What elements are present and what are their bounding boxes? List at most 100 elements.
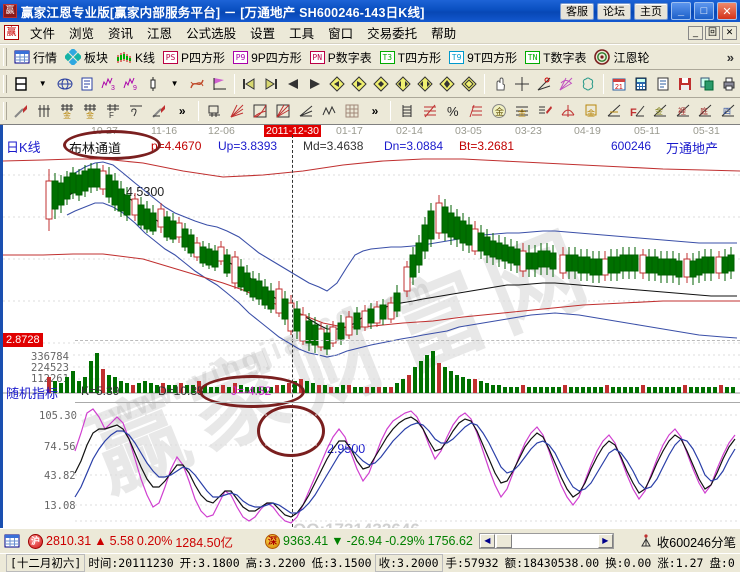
crosshair-tool-button[interactable] — [512, 73, 532, 95]
fan-tool-button[interactable] — [556, 73, 576, 95]
minimize-button[interactable]: _ — [671, 2, 691, 20]
toolbar2-grip[interactable] — [3, 74, 7, 93]
toolbar-grip[interactable] — [3, 48, 7, 66]
next-button[interactable] — [305, 73, 325, 95]
calendar-dropdown-button[interactable]: ▼ — [33, 73, 53, 95]
clipboard-button[interactable] — [77, 73, 97, 95]
f-angle-button[interactable]: F — [626, 100, 647, 122]
forum-button[interactable]: 论坛 — [597, 2, 631, 20]
toolbar-sector-button[interactable]: 板块 — [61, 47, 112, 67]
menu-item-settings[interactable]: 设置 — [250, 27, 276, 41]
menu-item-formula[interactable]: 公式选股 — [186, 27, 237, 41]
toolbar-p-number-table-button[interactable]: PN P数字表 — [306, 48, 376, 67]
calendar-day-button[interactable] — [11, 73, 31, 95]
scribble-button[interactable] — [187, 73, 207, 95]
blue-angle-button[interactable]: 四 — [718, 100, 739, 122]
fork-tool-button[interactable] — [34, 100, 55, 122]
toolbar3-overflow-a[interactable]: » — [172, 100, 193, 122]
red-fan-box-button[interactable] — [273, 100, 294, 122]
last-page-button[interactable] — [261, 73, 281, 95]
toolbar-overflow-button[interactable]: » — [726, 49, 734, 65]
flag-chart-button[interactable] — [209, 73, 229, 95]
toolbar-p-square-button[interactable]: PS P四方形 — [159, 48, 229, 67]
menu-item-trade[interactable]: 交易委托 — [367, 27, 418, 41]
diamond-cross-button[interactable] — [437, 73, 457, 95]
status-grid-button[interactable] — [0, 533, 24, 549]
calendar21-button[interactable]: 21 — [609, 73, 629, 95]
toolbar-9p-square-button[interactable]: P9 9P四方形 — [229, 48, 306, 67]
box-axis-button[interactable] — [204, 100, 225, 122]
customer-service-button[interactable]: 客服 — [560, 2, 594, 20]
menu-item-news[interactable]: 资讯 — [108, 27, 134, 41]
menu-item-help[interactable]: 帮助 — [431, 27, 457, 41]
diamond-left-button[interactable] — [327, 73, 347, 95]
grid-square-button[interactable] — [341, 100, 362, 122]
notes-button[interactable] — [653, 73, 673, 95]
toolbar-t-square-button[interactable]: T3 T四方形 — [376, 48, 445, 67]
status-right-info[interactable]: 收600246分笔 — [634, 532, 740, 551]
first-page-button[interactable] — [240, 73, 260, 95]
candle-dropdown-button[interactable]: ▼ — [165, 73, 185, 95]
menu-item-tools[interactable]: 工具 — [289, 27, 315, 41]
pen-tool-button[interactable] — [11, 100, 32, 122]
brain-tool-button[interactable] — [578, 73, 598, 95]
menu-item-gann[interactable]: 江恩 — [147, 27, 173, 41]
gold-lines-button[interactable]: 金 — [511, 100, 532, 122]
candle-button[interactable] — [143, 73, 163, 95]
toolbar-kline-button[interactable]: K线 — [112, 48, 159, 67]
zigzag-button[interactable] — [319, 100, 340, 122]
red-fan-button[interactable] — [227, 100, 248, 122]
index-shanghai[interactable]: 沪 2810.31 ▲ 5.58 0.20% 1284.50亿 — [24, 532, 237, 551]
toolbar3-grip[interactable] — [3, 102, 7, 120]
spiral-tool-button[interactable] — [126, 100, 147, 122]
index-shenzhen[interactable]: 深 9363.41 ▼ -26.94 -0.29% 1756.62 — [261, 533, 477, 549]
diamond-right-button[interactable] — [349, 73, 369, 95]
prev-button[interactable] — [283, 73, 303, 95]
gold-grid2-button[interactable]: 金 — [80, 100, 101, 122]
gold-grid1-button[interactable]: 金 — [57, 100, 78, 122]
ladder-button[interactable] — [396, 100, 417, 122]
save-button[interactable] — [675, 73, 695, 95]
mdi-close-button[interactable]: ✕ — [722, 25, 737, 40]
toolbar-gann-wheel-button[interactable]: 江恩轮 — [590, 48, 653, 67]
hand-tool-button[interactable] — [490, 73, 510, 95]
marker-tool-button[interactable] — [149, 100, 170, 122]
diamond-expand-button[interactable] — [393, 73, 413, 95]
status-scrollbar[interactable]: ◀ ▶ — [478, 533, 614, 549]
maximize-button[interactable]: □ — [694, 2, 714, 20]
menu-item-window[interactable]: 窗口 — [328, 27, 354, 41]
gold-circle-button[interactable]: 金 — [488, 100, 509, 122]
menu-item-file[interactable]: 文件 — [30, 27, 56, 41]
red-angle1-button[interactable]: 裡 — [672, 100, 693, 122]
mdi-minimize-button[interactable]: _ — [688, 25, 703, 40]
percent-lines-button[interactable] — [465, 100, 486, 122]
chart-area[interactable]: 赢家财富网 www.yingjia360.com QQ:1731432646 1… — [0, 125, 740, 528]
scroll-right-button[interactable]: ▶ — [597, 534, 613, 548]
copy-button[interactable] — [697, 73, 717, 95]
globe-wire-button[interactable] — [55, 73, 75, 95]
red-angle2-button[interactable]: 庭 — [695, 100, 716, 122]
percent-chart-button[interactable] — [419, 100, 440, 122]
toolbar3-overflow-b[interactable]: » — [364, 100, 385, 122]
toolbar-quotes-button[interactable]: 行情 — [10, 48, 61, 67]
calculator-button[interactable] — [631, 73, 651, 95]
wave9-button[interactable]: 9 — [121, 73, 141, 95]
diamond-expand2-button[interactable] — [415, 73, 435, 95]
scroll-left-button[interactable]: ◀ — [479, 534, 495, 548]
angle-line-button[interactable] — [296, 100, 317, 122]
percent-button[interactable]: % — [442, 100, 463, 122]
homepage-button[interactable]: 主页 — [634, 2, 668, 20]
toolbar-9t-square-button[interactable]: T9 9T四方形 — [445, 48, 521, 67]
diamond-center-button[interactable] — [371, 73, 391, 95]
menu-item-browse[interactable]: 浏览 — [69, 27, 95, 41]
mdi-restore-button[interactable]: 回 — [705, 25, 720, 40]
close-button[interactable]: ✕ — [717, 2, 737, 20]
red-arc-box-button[interactable] — [250, 100, 271, 122]
f-grid-button[interactable]: F — [103, 100, 124, 122]
angle-tool-button[interactable] — [534, 73, 554, 95]
angle-up-button[interactable] — [603, 100, 624, 122]
diamond-target-button[interactable] — [459, 73, 479, 95]
print-button[interactable] — [719, 73, 739, 95]
toolbar-t-number-table-button[interactable]: TN T数字表 — [521, 48, 590, 67]
gold-box-button[interactable]: 金 — [580, 100, 601, 122]
